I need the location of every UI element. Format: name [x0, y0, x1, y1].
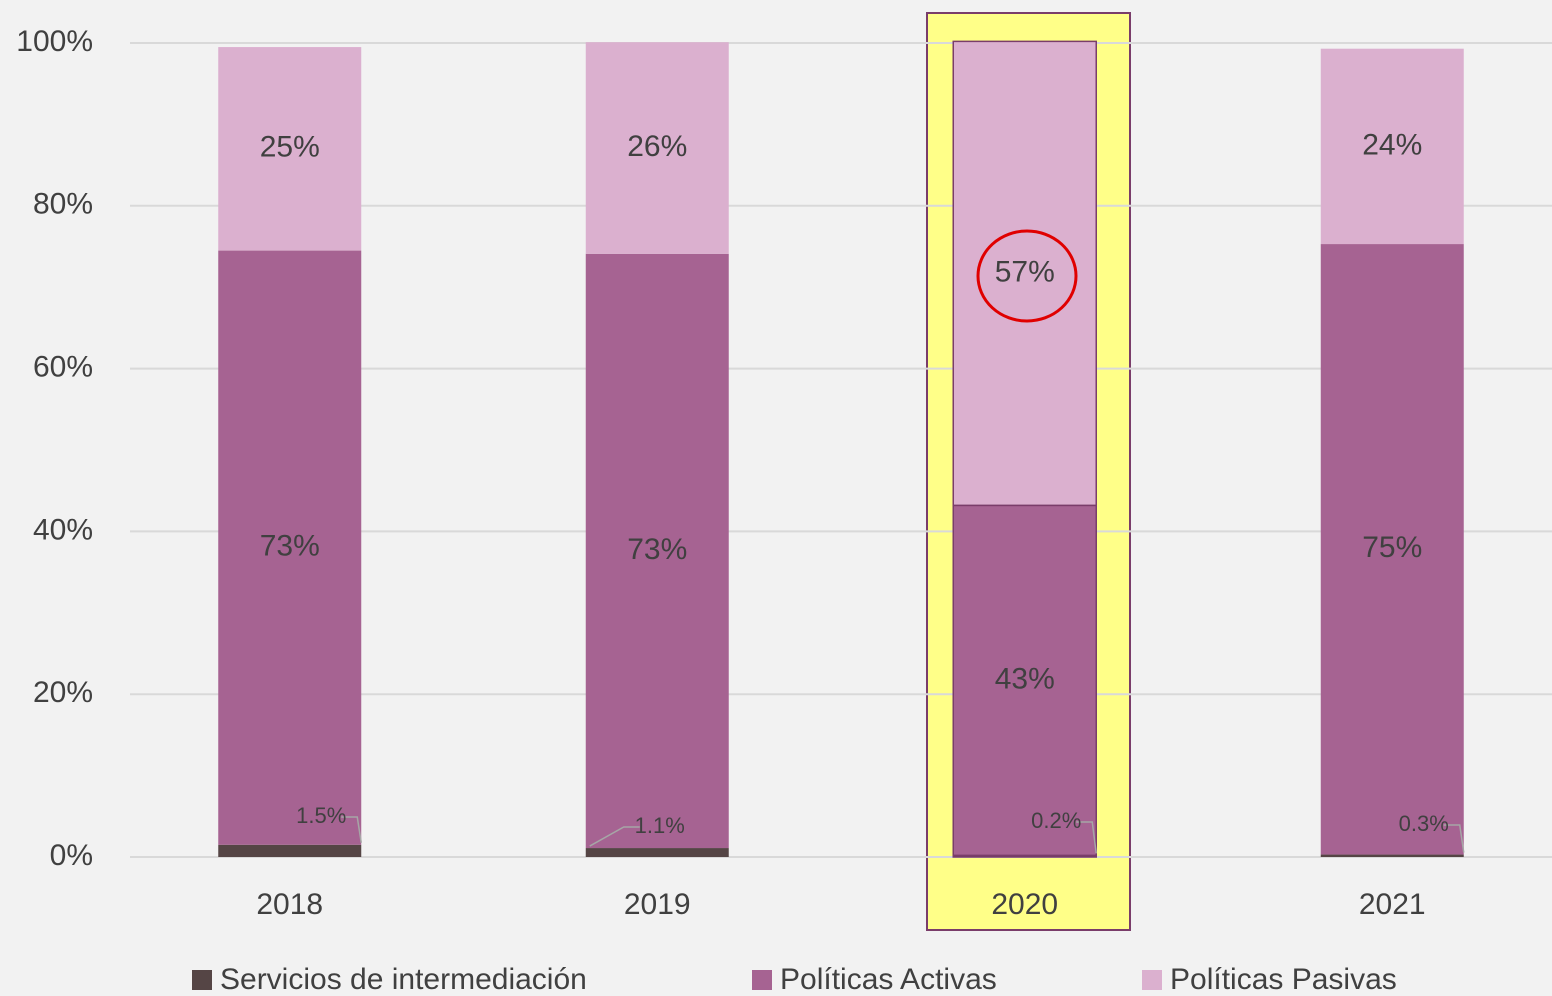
data-label: 43% [995, 662, 1055, 695]
x-tick-label: 2019 [624, 888, 691, 921]
grid [130, 42, 1552, 858]
labels: 0% 20% 40% 60% 80% 100% 2018 1.5% 73% 25% 2019 1.1%… [16, 25, 1465, 996]
y-tick-label: 0% [50, 839, 93, 872]
data-label: 73% [260, 530, 320, 563]
leader-line [1076, 821, 1097, 854]
bar-segment [952, 504, 1097, 857]
data-label: 75% [1362, 531, 1422, 564]
data-label: 1.5% [296, 803, 346, 828]
x-tick-label: 2021 [1359, 888, 1426, 921]
x-tick-label: 2020 [991, 888, 1058, 921]
legend-label: Políticas Pasivas [1170, 963, 1397, 996]
leader-line [1443, 824, 1465, 853]
y-tick-label: 80% [33, 188, 93, 221]
data-label: 25% [260, 131, 320, 164]
legend-label: Servicios de intermediación [220, 963, 587, 996]
legend-swatch [1142, 970, 1162, 990]
leader-line [341, 816, 362, 843]
legend-swatch [752, 970, 772, 990]
legend-swatch [192, 970, 212, 990]
y-tick-label: 60% [33, 351, 93, 384]
data-label: 26% [627, 130, 687, 163]
data-label: 57% [995, 255, 1055, 288]
leader-line [589, 826, 640, 847]
data-label: 73% [627, 533, 687, 566]
bar-segment [218, 844, 362, 857]
x-tick-label: 2018 [256, 888, 323, 921]
bar-segment [218, 47, 362, 251]
bar-segment [1320, 48, 1464, 245]
y-tick-label: 100% [16, 25, 93, 58]
y-tick-label: 40% [33, 513, 93, 546]
bar-segment [1320, 854, 1464, 857]
data-label: 1.1% [635, 813, 685, 838]
bar-segment [218, 250, 362, 845]
data-label: 0.3% [1399, 811, 1449, 836]
data-label: 0.2% [1031, 808, 1081, 833]
bars [218, 40, 1464, 858]
bar-segment [585, 42, 729, 254]
legend-label: Políticas Activas [780, 963, 997, 996]
y-tick-label: 20% [33, 676, 93, 709]
data-label: 24% [1362, 128, 1422, 161]
bar-segment [585, 848, 729, 857]
highlight-circle [976, 229, 1078, 323]
bar-segment [1320, 244, 1464, 855]
bar-segment [585, 253, 729, 849]
